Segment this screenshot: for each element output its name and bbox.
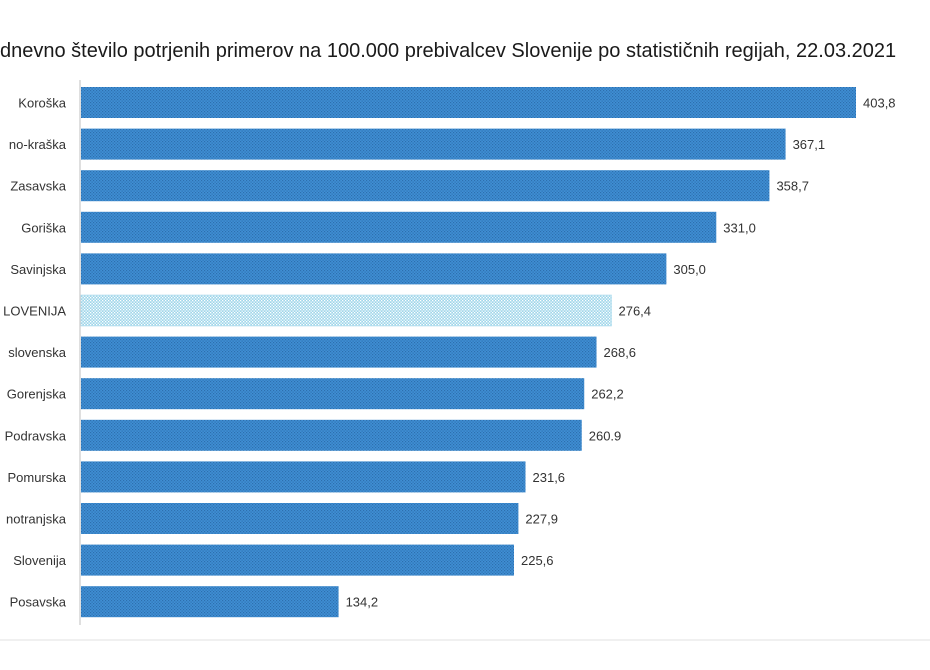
chart-title: dnevno število potrjenih primerov na 100… [0,40,896,62]
value-label-10: 227,9 [525,512,558,527]
category-label-5: LOVENIJA [3,304,66,319]
bar-8 [81,419,582,451]
bar-2 [81,170,770,202]
category-label-7: Gorenjska [7,387,67,402]
category-label-4: Savinjska [10,262,66,277]
value-label-2: 358,7 [776,179,809,194]
value-label-3: 331,0 [723,220,756,235]
bar-3 [81,211,717,243]
value-label-4: 305,0 [673,262,706,277]
bar-9 [81,461,526,493]
value-label-5: 276,4 [618,304,651,319]
value-label-9: 231,6 [533,470,566,485]
value-label-6: 268,6 [604,345,637,360]
bar-10 [81,503,519,534]
bar-5 [80,294,612,327]
category-label-11: Slovenija [13,553,67,568]
category-label-12: Posavska [10,595,67,610]
category-label-6: slovenska [8,345,67,360]
value-label-7: 262,2 [591,387,624,402]
value-label-0: 403,8 [863,96,896,111]
bar-1 [81,128,786,160]
category-label-9: Pomurska [7,470,66,485]
bar-7 [81,378,585,410]
category-label-3: Goriška [21,220,67,235]
value-label-8: 260.9 [589,428,622,443]
value-label-1: 367,1 [793,137,826,152]
category-label-0: Koroška [18,96,66,111]
category-label-2: Zasavska [10,179,66,194]
bar-0 [81,87,856,118]
bars-group: Koroška 403,8 no-kraška 367,1 Zasavska 358,7 G… [3,87,896,618]
bar-11 [81,544,514,576]
bar-12 [81,586,339,618]
value-label-11: 225,6 [521,553,554,568]
bar-4 [81,253,667,285]
category-label-1: no-kraška [9,137,67,152]
bar-6 [81,336,597,368]
category-label-8: Podravska [5,428,67,443]
category-label-10: notranjska [6,512,67,527]
value-label-12: 134,2 [346,595,379,610]
